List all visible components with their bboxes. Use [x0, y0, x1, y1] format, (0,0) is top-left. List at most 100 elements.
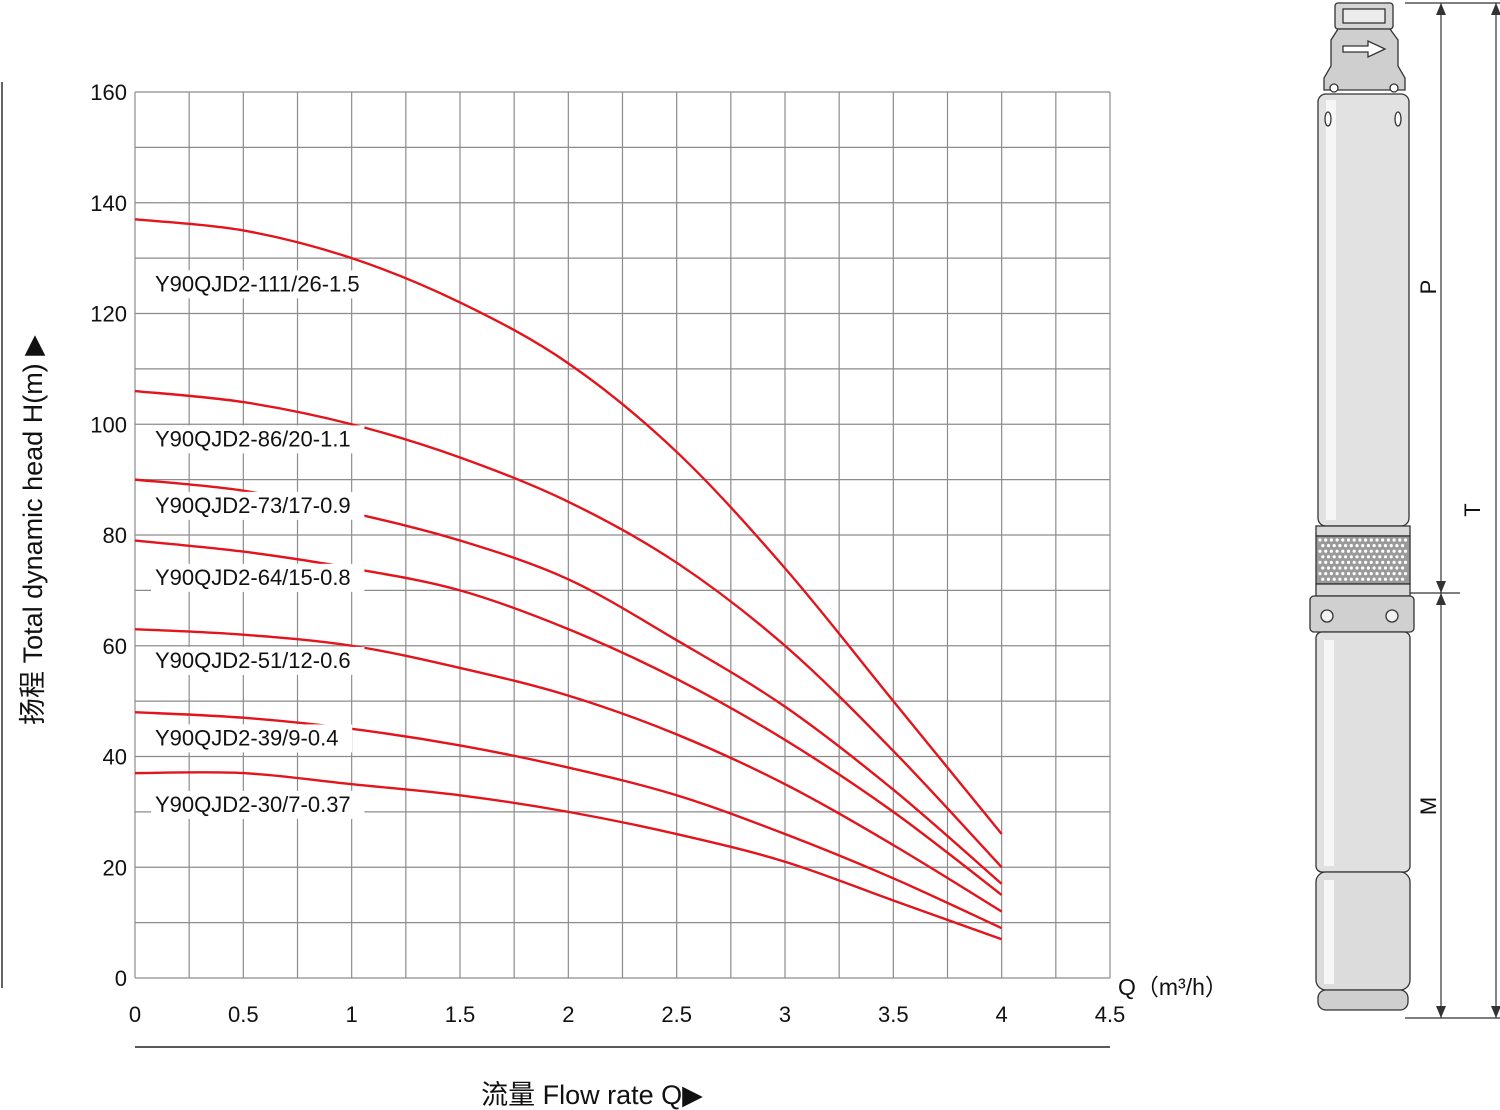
- x-unit-label: Q（m³/h）: [1118, 974, 1228, 1000]
- mesh-dot: [1381, 538, 1385, 542]
- coupling-bolt: [1320, 609, 1334, 623]
- series-label: Y90QJD2-73/17-0.9: [155, 493, 351, 518]
- mesh-dot: [1326, 555, 1331, 559]
- mesh-dot: [1335, 549, 1339, 553]
- mesh-dot: [1389, 555, 1393, 559]
- y-tick-label: 0: [115, 966, 127, 991]
- mesh-dot: [1358, 538, 1362, 542]
- mesh-dot: [1341, 538, 1345, 542]
- mesh-dot: [1335, 572, 1339, 576]
- mesh-dot: [1321, 555, 1325, 559]
- y-tick-label: 20: [103, 855, 127, 880]
- mesh-dot: [1352, 560, 1356, 565]
- x-tick-label: 4: [996, 1002, 1008, 1027]
- series-line-Y90QJD2-30/7-0.37: [134, 771, 1003, 941]
- pump-slot: [1324, 111, 1332, 127]
- inlet-screen-mesh: [1318, 538, 1408, 581]
- series-label-background: [151, 724, 353, 753]
- motor-highlight: [1324, 640, 1334, 866]
- y-tick-label: 140: [90, 191, 127, 216]
- dim-arrow: [1436, 1006, 1446, 1018]
- mesh-dot: [1321, 577, 1325, 581]
- mesh-dot: [1341, 560, 1345, 565]
- mesh-dot: [1344, 544, 1348, 548]
- mesh-dot: [1324, 538, 1328, 542]
- mesh-dot: [1372, 566, 1376, 570]
- mesh-dot: [1386, 572, 1390, 576]
- mesh-dot: [1403, 549, 1408, 553]
- mesh-dot: [1389, 566, 1393, 570]
- mesh-dot: [1321, 566, 1325, 570]
- x-tick-label: 2: [562, 1002, 574, 1027]
- series-label: Y90QJD2-39/9-0.4: [155, 725, 338, 750]
- mesh-dot: [1349, 577, 1353, 581]
- mesh-dot: [1369, 538, 1373, 542]
- mesh-dot: [1381, 549, 1385, 553]
- mesh-dot: [1355, 544, 1359, 548]
- mesh-dot: [1398, 572, 1402, 576]
- x-tick-label: 3: [779, 1002, 791, 1027]
- grid: [134, 91, 1111, 979]
- mesh-dot: [1344, 555, 1348, 559]
- axes: [1, 82, 1110, 1048]
- mesh-dot: [1355, 566, 1359, 570]
- mesh-dot: [1318, 538, 1322, 542]
- mesh-dot: [1364, 538, 1368, 542]
- x-tick-label: 4.5: [1095, 1002, 1126, 1027]
- y-tick-label: 160: [90, 80, 127, 105]
- mesh-dot: [1332, 544, 1336, 548]
- mesh-dot: [1352, 549, 1356, 553]
- mesh-dot: [1389, 577, 1393, 581]
- mesh-dot: [1398, 538, 1402, 542]
- mesh-dot: [1318, 560, 1322, 565]
- series-line-Y90QJD2-86/20-1.1: [134, 389, 1003, 869]
- y-axis-title: 扬程 Total dynamic head H(m) ▶: [18, 335, 48, 725]
- mesh-dot: [1403, 572, 1408, 576]
- series-label-background: [151, 270, 377, 299]
- mesh-dot: [1324, 560, 1328, 565]
- inlet-ring-lower: [1315, 583, 1411, 597]
- mesh-dot: [1378, 577, 1382, 581]
- x-axis-title: 流量 Flow rate Q▶: [481, 1080, 703, 1110]
- mesh-dot: [1366, 544, 1370, 548]
- mesh-dot: [1401, 544, 1405, 548]
- mesh-dot: [1352, 572, 1356, 576]
- x-tick-label: 2.5: [661, 1002, 692, 1027]
- mesh-dot: [1366, 555, 1370, 559]
- x-tick-label: 0.5: [228, 1002, 259, 1027]
- mesh-dot: [1346, 538, 1351, 542]
- y-tick-label: 120: [90, 302, 127, 327]
- mesh-dot: [1358, 560, 1362, 565]
- mesh-dot: [1383, 544, 1388, 548]
- mesh-dot: [1344, 577, 1348, 581]
- pump-valve-body: [1323, 28, 1406, 91]
- mesh-dot: [1361, 555, 1365, 559]
- pump-diagram: P T M: [1309, 2, 1500, 1019]
- x-tick-label: 1.5: [445, 1002, 476, 1027]
- mesh-dot: [1321, 544, 1325, 548]
- mesh-dot: [1349, 555, 1353, 559]
- mesh-dot: [1383, 577, 1388, 581]
- mesh-dot: [1392, 538, 1396, 542]
- mesh-dot: [1369, 572, 1373, 576]
- mesh-dot: [1358, 549, 1362, 553]
- tick-labels: 0 0.5 1 1.5 2 2.5 3 3.5 4 4.5 0 20 40 60 80 100 120 140 16…: [90, 80, 1125, 1027]
- y-tick-label: 80: [103, 523, 127, 548]
- mesh-dot: [1335, 538, 1339, 542]
- dim-arrow: [1436, 581, 1446, 593]
- mesh-dot: [1349, 544, 1353, 548]
- mesh-dot: [1318, 549, 1322, 553]
- mesh-dot: [1358, 572, 1362, 576]
- mesh-dot: [1378, 555, 1382, 559]
- mesh-dot: [1369, 560, 1373, 565]
- mesh-dot: [1389, 544, 1393, 548]
- coupling-bolt: [1385, 609, 1399, 623]
- mesh-dot: [1338, 577, 1342, 581]
- mesh-dot: [1341, 549, 1345, 553]
- series-label-background: [151, 491, 365, 520]
- series-label: Y90QJD2-64/15-0.8: [155, 565, 351, 590]
- series-label-background: [151, 563, 365, 592]
- mesh-dot: [1383, 566, 1388, 570]
- mesh-dot: [1344, 566, 1348, 570]
